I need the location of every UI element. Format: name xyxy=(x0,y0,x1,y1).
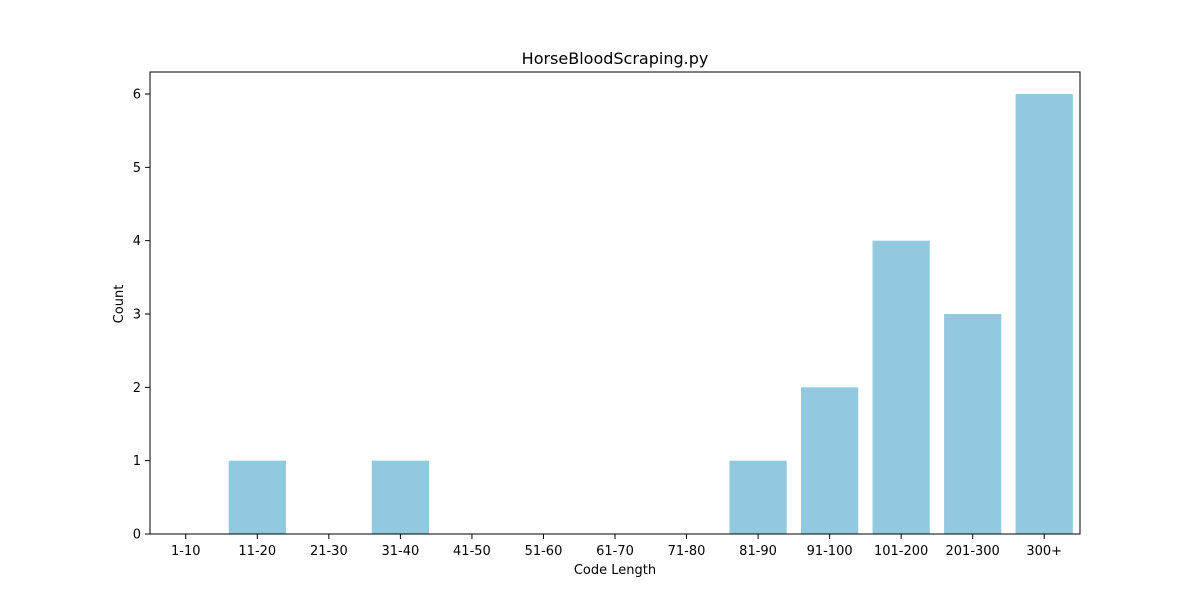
axes-layer: 1-10 11-20 21-30 31-40 41-50 51-60 61-70 71-80 8… xyxy=(133,71,1081,559)
y-tick-label: 3 xyxy=(133,308,141,323)
x-tick-label: 1-10 xyxy=(171,544,201,559)
y-tick-label: 5 xyxy=(133,161,141,176)
y-tick-label: 6 xyxy=(133,88,141,103)
x-tick-label: 31-40 xyxy=(381,544,419,559)
x-tick-label: 41-50 xyxy=(453,544,491,559)
x-tick-label: 11-20 xyxy=(238,544,276,559)
y-tick-label: 2 xyxy=(133,381,141,396)
y-tick-label: 4 xyxy=(133,234,141,249)
x-tick-label: 81-90 xyxy=(739,544,777,559)
bar-31-40 xyxy=(371,460,429,534)
bar-11-20 xyxy=(228,460,286,534)
x-tick-label: 61-70 xyxy=(596,544,634,559)
bar-201-300 xyxy=(944,314,1002,534)
bar-101-200 xyxy=(872,240,930,535)
y-tick-label: 1 xyxy=(133,454,141,469)
x-tick-label: 51-60 xyxy=(525,544,563,559)
x-tick-label: 21-30 xyxy=(310,544,348,559)
x-tick-label: 101-200 xyxy=(874,544,928,559)
x-tick-label: 71-80 xyxy=(668,544,706,559)
bar-91-100 xyxy=(801,387,859,534)
chart-title: HorseBloodScraping.py xyxy=(522,49,709,68)
bars-layer xyxy=(228,94,1073,535)
y-axis-label: Count xyxy=(112,285,127,324)
plot-frame xyxy=(149,71,1081,535)
x-tick-label: 91-100 xyxy=(807,544,853,559)
bar-81-90 xyxy=(729,460,787,534)
x-tick-label: 201-300 xyxy=(946,544,1000,559)
x-axis-label: Code Length xyxy=(574,563,656,578)
y-tick-label: 0 xyxy=(133,528,141,543)
bar-300+ xyxy=(1015,94,1073,534)
x-tick-label: 300+ xyxy=(1026,544,1062,559)
